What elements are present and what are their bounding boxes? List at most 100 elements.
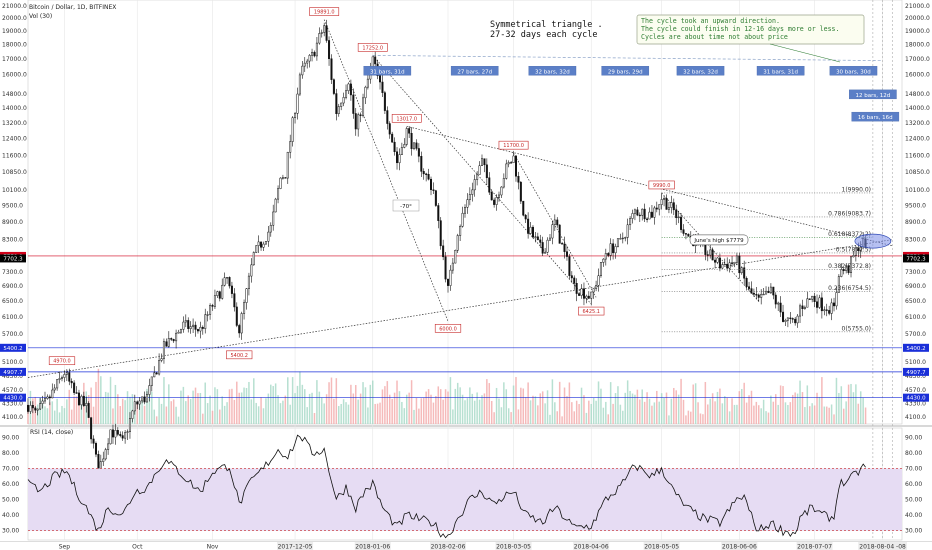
candle-body: [289, 141, 292, 153]
candle-body: [85, 403, 88, 407]
volume-bar: [109, 376, 112, 424]
volume-bar: [731, 398, 733, 424]
candle-body: [73, 382, 76, 393]
volume-bar: [112, 408, 114, 424]
volume-bar: [384, 386, 386, 424]
price-tick-left: 7300.0: [2, 269, 23, 276]
candle-body: [201, 326, 204, 329]
candle-body: [580, 288, 583, 296]
candle-body: [269, 224, 272, 233]
volume-bar: [823, 406, 826, 424]
price-tick-right: 13200.0: [905, 120, 930, 127]
candle-body: [655, 207, 658, 210]
volume-bar: [177, 416, 180, 424]
price-tick-right: 6500.0: [905, 298, 926, 305]
candle-body: [551, 224, 554, 239]
volume-bar: [432, 402, 435, 424]
volume-bar: [359, 393, 362, 424]
price-label-box: [648, 180, 675, 190]
rsi-tick-right: 50.00: [905, 497, 922, 504]
time-tick-label: Nov: [207, 544, 219, 550]
candle-body: [330, 58, 333, 80]
candle-body: [706, 254, 709, 256]
june-high-label: June's high $7779: [693, 238, 744, 244]
volume-bar: [369, 384, 372, 424]
volume-bar: [442, 399, 444, 424]
volume-bar: [539, 393, 542, 424]
candle-body: [711, 249, 714, 261]
volume-bar: [847, 384, 850, 424]
volume-bar: [97, 368, 100, 424]
candle-body: [852, 255, 855, 258]
candle-body: [837, 276, 840, 293]
candle-body: [148, 385, 151, 395]
volume-bar: [520, 387, 522, 424]
volume-bar: [129, 396, 131, 424]
volume-bar: [117, 394, 119, 424]
volume-bar: [449, 377, 452, 424]
candle-body: [187, 320, 190, 329]
volume-bar: [721, 403, 724, 424]
candle-body: [218, 291, 221, 299]
candle-body: [495, 197, 498, 205]
price-tick-left: 10100.0: [2, 187, 27, 194]
volume-bar: [131, 394, 134, 424]
price-tick-right: 7300.0: [905, 269, 926, 276]
candle-body: [77, 392, 80, 406]
candle-body: [318, 33, 321, 44]
volume-bar: [670, 398, 673, 424]
volume-bar: [267, 393, 270, 424]
candle-body: [466, 199, 469, 208]
candle-body: [510, 162, 513, 164]
axis-badge-right: [903, 393, 929, 402]
price-tick-left: 16000.0: [2, 71, 27, 78]
volume-bar: [864, 407, 867, 424]
price-tick-left: 17000.0: [2, 56, 27, 63]
candle-body: [808, 298, 811, 300]
candle-body: [624, 237, 627, 239]
volume-bar: [471, 393, 474, 424]
candle-body: [104, 449, 107, 460]
price-tick-left: 5700.0: [2, 331, 23, 338]
candle-body: [413, 142, 416, 149]
volume-bar: [148, 389, 151, 424]
candle-body: [558, 224, 561, 244]
volume-bar: [808, 406, 811, 424]
volume-bar: [323, 403, 325, 424]
candle-body: [68, 372, 71, 382]
candle-body: [524, 214, 527, 220]
volume-bar: [78, 402, 80, 424]
axis-badge-text: 4430.0: [906, 396, 926, 402]
candle-body: [857, 247, 860, 252]
candle-body: [612, 243, 615, 254]
volume-bar: [211, 410, 214, 424]
candle-body: [124, 432, 127, 439]
volume-bar: [850, 383, 852, 424]
volume-bar: [665, 392, 668, 424]
candle-body: [522, 200, 525, 216]
cycle-count-box: [851, 111, 900, 122]
volume-bar: [473, 400, 476, 424]
volume-bar: [515, 377, 517, 424]
lower-triangle-trendline: [27, 239, 893, 378]
candle-body: [279, 177, 282, 189]
volume-bar: [830, 404, 833, 424]
volume-bar: [789, 402, 792, 424]
volume-bar: [554, 402, 556, 424]
candle-body: [60, 377, 63, 379]
volume-bar: [490, 400, 493, 424]
volume-bar: [126, 391, 129, 424]
volume-bar: [859, 391, 862, 424]
time-tick-bg: [721, 542, 758, 550]
candle-body: [493, 199, 496, 205]
volume-bar: [228, 389, 231, 424]
candle-body: [352, 94, 355, 114]
candle-body: [383, 92, 386, 111]
volume-bar: [425, 391, 427, 424]
candle-body: [575, 283, 578, 294]
candle-body: [641, 208, 644, 216]
volume-bar: [575, 400, 578, 424]
candle-body: [286, 151, 289, 179]
volume-bar: [243, 387, 245, 424]
volume-bar: [782, 386, 784, 424]
